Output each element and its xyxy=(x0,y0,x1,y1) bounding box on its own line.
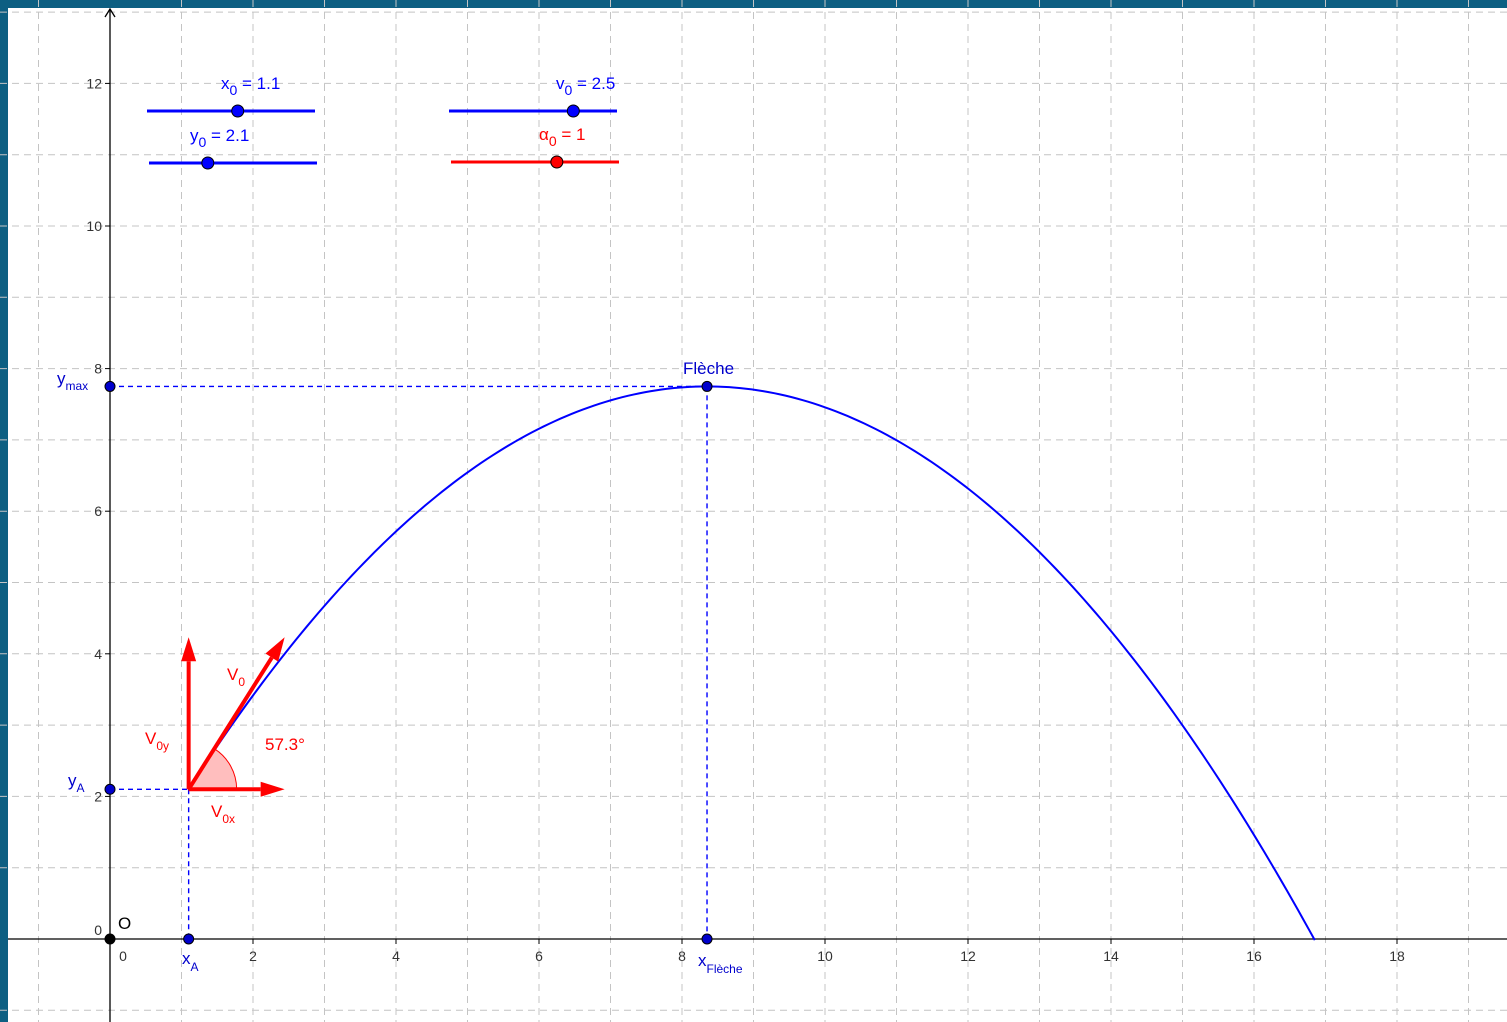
slider-handle[interactable] xyxy=(550,155,564,169)
trajectory-curve xyxy=(187,385,1316,941)
axes xyxy=(8,7,1507,1022)
v0y-vector-arrowhead-icon xyxy=(181,637,197,662)
slider-handle[interactable] xyxy=(201,156,215,170)
y-tick-label: 2 xyxy=(94,788,102,804)
slider-label: v0 = 2.5 xyxy=(556,74,615,98)
y-tick-label: 0 xyxy=(94,922,102,938)
x-fleche-label: xFlèche xyxy=(698,951,743,976)
point-x-a[interactable] xyxy=(183,933,195,945)
v0-vector-shaft xyxy=(186,656,274,791)
x-a-label: xA xyxy=(182,949,199,974)
v0-vector-arrowhead-icon xyxy=(265,637,285,662)
v0y-label: V0y xyxy=(145,729,169,753)
y-max-label: ymax xyxy=(57,369,88,393)
point-x-fleche[interactable] xyxy=(701,933,713,945)
v0-label: V0 xyxy=(227,665,245,689)
x-tick-label: 0 xyxy=(119,948,127,964)
x-tick-label: 18 xyxy=(1389,948,1405,964)
x-tick-label: 16 xyxy=(1246,948,1262,964)
x-tick-label: 4 xyxy=(392,948,400,964)
y-tick-label: 8 xyxy=(94,361,102,377)
origin-label: O xyxy=(118,914,131,933)
slider-handle[interactable] xyxy=(566,104,580,118)
points xyxy=(104,380,713,945)
fleche-label: Flèche xyxy=(683,359,734,378)
x-tick-label: 12 xyxy=(960,948,976,964)
slider-x0[interactable]: x0 = 1.1 xyxy=(147,74,315,118)
point-y-max[interactable] xyxy=(104,380,116,392)
slider-v0[interactable]: v0 = 2.5 xyxy=(449,74,617,118)
slider-label: α0 = 1 xyxy=(539,125,585,149)
point-origin[interactable] xyxy=(104,933,116,945)
slider-label: y0 = 2.1 xyxy=(190,126,249,150)
slider-a0[interactable]: α0 = 1 xyxy=(451,125,619,169)
slider-label: x0 = 1.1 xyxy=(221,74,280,98)
slider-y0[interactable]: y0 = 2.1 xyxy=(149,126,317,170)
slider-handle[interactable] xyxy=(231,104,245,118)
point-y-a[interactable] xyxy=(104,783,116,795)
x-tick-label: 10 xyxy=(817,948,833,964)
x-tick-label: 2 xyxy=(249,948,257,964)
velocity-vectors xyxy=(181,637,285,797)
angle-label: 57.3° xyxy=(265,735,305,754)
y-axis-arrow-icon xyxy=(104,7,116,18)
v0x-vector-arrowhead-icon xyxy=(260,781,285,797)
v0x-label: V0x xyxy=(211,802,235,826)
x-tick-label: 6 xyxy=(535,948,543,964)
sliders[interactable]: x0 = 1.1 y0 = 2.1 v0 = 2.5 α0 = 1 xyxy=(147,74,619,170)
point-fleche[interactable] xyxy=(701,380,713,392)
y-tick-label: 4 xyxy=(94,646,102,662)
x-tick-label: 8 xyxy=(678,948,686,964)
y-a-label: yA xyxy=(68,771,85,795)
y-tick-label: 10 xyxy=(86,218,102,234)
axis-ticks: 0 2 4 6 8 10 12 14 16 18 0 2 4 6 8 10 12 xyxy=(86,75,1405,964)
y-tick-label: 12 xyxy=(86,75,102,91)
y-tick-label: 6 xyxy=(94,503,102,519)
projection-guides xyxy=(110,385,708,939)
x-tick-label: 14 xyxy=(1103,948,1119,964)
